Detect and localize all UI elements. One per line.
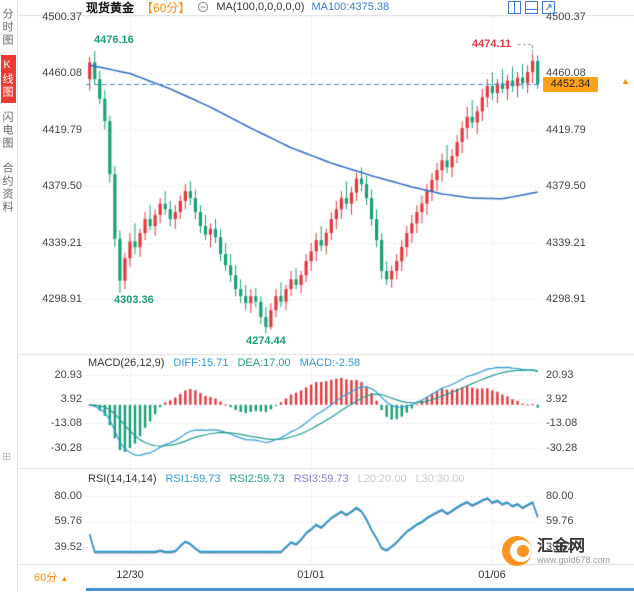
rsi3-readout: RSI3:59.73: [293, 473, 349, 485]
rsi-l20-readout: L20:20.00: [357, 473, 407, 485]
rsi-axis-label: 80.00: [546, 490, 574, 502]
sidebar-item-lightning[interactable]: 闪电图: [1, 111, 13, 150]
macd-title[interactable]: MACD(26,12,9): [88, 357, 165, 369]
logo-url: www.gold678.com: [537, 554, 611, 565]
toolbar: 现货黄金 【60分】 MA(100,0,0,0,0,0) MA100:4375.…: [86, 0, 390, 15]
rsi1-readout: RSI1:59.73: [165, 473, 221, 485]
macd-header: MACD(26,12,9) DIFF:15.71 DEA:17.00 MACD:…: [88, 357, 360, 369]
y-axis-label: 4298.91: [546, 293, 586, 305]
macd-hist-readout: MACD:-2.58: [299, 357, 361, 369]
x-axis-date: 12/30: [116, 569, 144, 581]
high-annotation: 4476.16: [94, 34, 134, 46]
rsi-title[interactable]: RSI(14,14,14): [88, 473, 157, 485]
logo-icon: [502, 536, 532, 566]
macd-axis-label: -30.28: [546, 442, 578, 454]
panel-stack-icon[interactable]: [525, 1, 538, 14]
y-axis-label: 4419.79: [42, 124, 82, 136]
x-axis-date: 01/01: [297, 569, 325, 581]
period-axis-label[interactable]: 60分 ▲: [34, 572, 69, 584]
chart-type-sidebar: 分时图 K线图 闪电图 合约资料 ⊞: [0, 0, 18, 592]
price-up-icon: ▲: [621, 76, 630, 86]
macd-axis-label: -13.08: [50, 417, 82, 429]
macd-diff-readout: DIFF:15.71: [173, 357, 229, 369]
high-annotation: 4474.11: [472, 38, 512, 50]
period-arrow-icon: ▲: [60, 574, 69, 583]
rsi-axis-label: 39.52: [546, 541, 574, 553]
symbol-title: 现货黄金: [86, 0, 135, 15]
indicator-toggle-icon[interactable]: [197, 1, 209, 13]
macd-axis-label: 20.93: [54, 369, 82, 381]
panel-settings-icon[interactable]: ⊞: [2, 451, 12, 463]
rsi-axis-label: 59.76: [546, 515, 574, 527]
ma-readout: MA100:4375.38: [311, 1, 390, 13]
layout-icons: [508, 1, 555, 14]
macd-axis-label: -13.08: [546, 417, 578, 429]
x-axis-date: 01/06: [478, 569, 506, 581]
y-axis-label: 4379.50: [546, 180, 586, 192]
sidebar-item-timeline[interactable]: 分时图: [1, 8, 13, 47]
low-annotation: 4274.44: [246, 335, 286, 347]
y-axis-label: 4339.21: [42, 237, 82, 249]
y-axis-label: 4500.37: [546, 11, 586, 23]
chart-scrollbar[interactable]: [86, 588, 634, 591]
y-axis-label: 4419.79: [546, 124, 586, 136]
y-axis-label: 4460.08: [42, 67, 82, 79]
panel-split-icon[interactable]: [508, 1, 521, 14]
y-axis-label: 4500.37: [42, 11, 82, 23]
fullscreen-icon[interactable]: [542, 1, 555, 14]
y-axis-label: 4460.08: [546, 67, 586, 79]
macd-axis-label: 20.93: [546, 369, 574, 381]
rsi-header: RSI(14,14,14) RSI1:59.73 RSI2:59.73 RSI3…: [88, 473, 465, 485]
ma-settings[interactable]: MA(100,0,0,0,0,0): [216, 1, 305, 13]
y-axis-label: 4339.21: [546, 237, 586, 249]
y-axis-label: 4379.50: [42, 180, 82, 192]
sidebar-item-contract-info[interactable]: 合约资料: [1, 162, 13, 214]
rsi-axis-label: 80.00: [54, 490, 82, 502]
last-price-tag: 4452.34: [543, 77, 598, 92]
rsi2-readout: RSI2:59.73: [229, 473, 285, 485]
y-axis-label: 4298.91: [42, 293, 82, 305]
macd-axis-label: 3.92: [60, 393, 82, 405]
site-logo[interactable]: 汇金网 www.gold678.com: [502, 536, 610, 566]
period-badge: 【60分】: [141, 0, 191, 15]
rsi-axis-label: 39.52: [54, 541, 82, 553]
rsi-l30-readout: L30:30.00: [415, 473, 465, 485]
rsi-axis-label: 59.76: [54, 515, 82, 527]
logo-name: 汇金网: [537, 537, 586, 555]
macd-axis-label: -30.28: [50, 442, 82, 454]
macd-dea-readout: DEA:17.00: [237, 357, 291, 369]
sidebar-item-kline[interactable]: K线图: [1, 55, 16, 103]
macd-axis-label: 3.92: [546, 393, 568, 405]
low-annotation: 4303.36: [114, 294, 154, 306]
